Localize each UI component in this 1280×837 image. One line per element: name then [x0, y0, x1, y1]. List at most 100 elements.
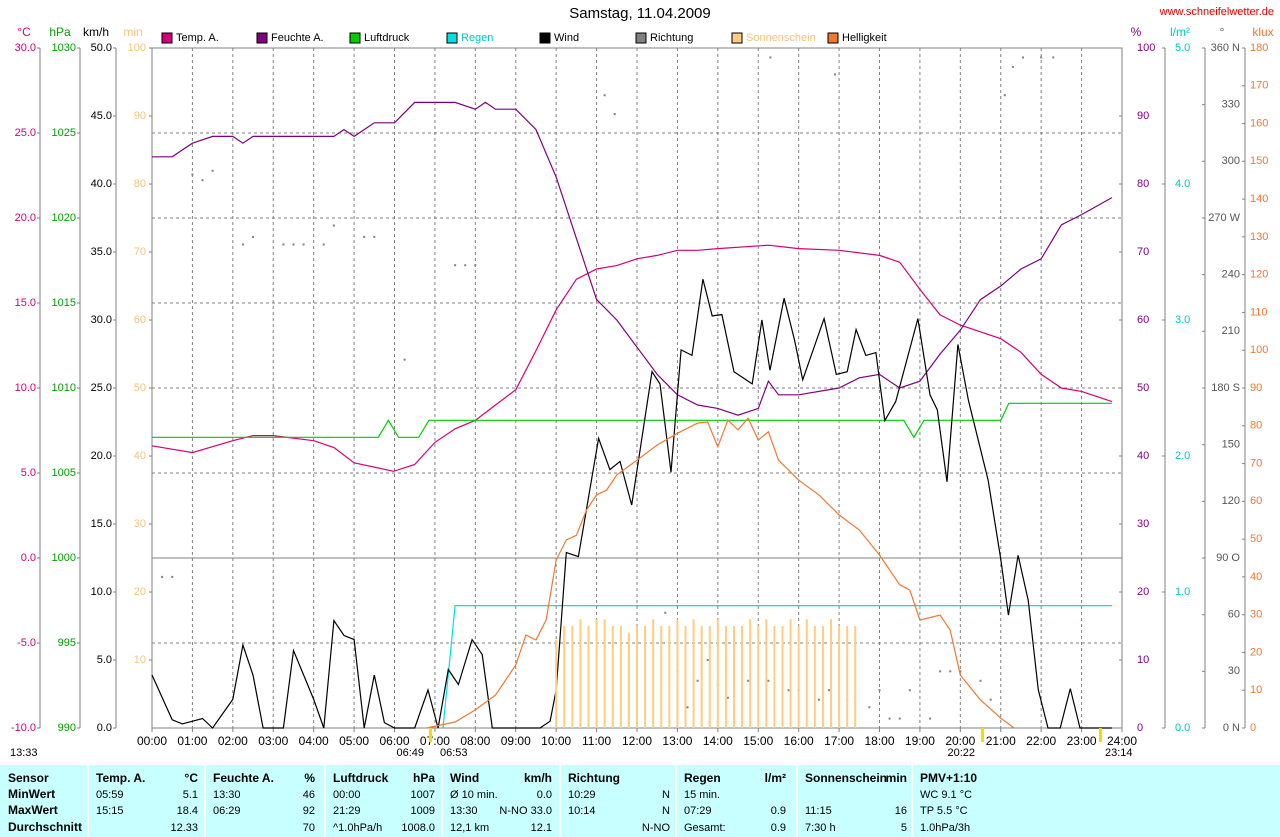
y-tick-label: 15.0: [91, 518, 112, 530]
y-tick-label: 70: [1137, 246, 1149, 258]
y-tick-label: 995: [58, 637, 76, 649]
y-tick-label: 100: [1250, 344, 1268, 356]
y-tick-label: 90: [1250, 382, 1262, 394]
y-tick-label: -5.0: [17, 637, 36, 649]
source-link[interactable]: www.schneifelwetter.de: [1159, 6, 1274, 18]
y-tick-label: 1015: [52, 297, 76, 309]
direction-dot: [1003, 94, 1006, 97]
cell: 0.9: [771, 822, 786, 834]
y-tick-label: 20: [1250, 646, 1262, 658]
x-tick-label: 07:00: [420, 734, 450, 748]
sunshine-bar: [611, 626, 614, 728]
sunshine-bar: [644, 626, 647, 728]
cell: N: [662, 789, 670, 801]
y-tick-label: 180 S: [1211, 382, 1240, 394]
y-tick-label: 80: [1137, 178, 1149, 190]
cell: WC 9.1 °C: [920, 789, 972, 801]
group-title: Luftdruck: [333, 771, 389, 785]
direction-dot: [302, 243, 305, 246]
x-tick-label: 17:00: [824, 734, 854, 748]
direction-dot: [241, 243, 244, 246]
axis-unit: min: [123, 25, 142, 39]
y-tick-label: 1.0: [1175, 586, 1190, 598]
sunshine-bar: [813, 626, 816, 728]
direction-dot: [191, 173, 194, 176]
x-tick-label: 13:00: [662, 734, 692, 748]
y-tick-label: -10.0: [11, 722, 36, 734]
y-tick-label: 40: [1250, 571, 1262, 583]
cell: 15:15: [96, 805, 124, 817]
cell: TP 5.5 °C: [920, 805, 968, 817]
sunshine-bar: [676, 619, 679, 728]
direction-dot: [322, 243, 325, 246]
x-tick-label: 05:00: [339, 734, 369, 748]
y-tick-label: 110: [1250, 306, 1268, 318]
cell: 1.0hPa/3h: [920, 822, 970, 834]
direction-dot: [454, 264, 457, 267]
cell: Ø 10 min.: [450, 789, 498, 801]
series-line: [426, 417, 1015, 729]
group-unit: hPa: [413, 771, 435, 785]
direction-dot: [979, 679, 982, 682]
row-label: MaxWert: [8, 803, 58, 817]
x-tick-label: 10:00: [541, 734, 571, 748]
sunshine-bar: [668, 626, 671, 728]
sunshine-bar: [724, 626, 727, 728]
y-tick-label: 150: [1222, 439, 1240, 451]
x-tick-label: 23:00: [1067, 734, 1097, 748]
direction-dot: [888, 717, 891, 720]
direction-dot: [373, 235, 376, 238]
y-tick-label: 0 N: [1223, 722, 1240, 734]
y-tick-label: 25.0: [15, 127, 36, 139]
y-tick-label: 5.0: [1175, 42, 1190, 54]
y-tick-label: 50: [1137, 382, 1149, 394]
x-tick-label: 02:00: [218, 734, 248, 748]
group-title: Wind: [450, 771, 479, 785]
y-tick-label: 50.0: [91, 42, 112, 54]
direction-dot: [929, 717, 932, 720]
sunshine-bar: [627, 632, 630, 728]
direction-dot: [696, 679, 699, 682]
y-tick-label: 70: [1250, 457, 1262, 469]
cell: N-NO: [642, 822, 671, 834]
x-tick-label: 12:00: [622, 734, 652, 748]
legend-swatch: [349, 32, 361, 44]
cell: 00:00: [333, 789, 361, 801]
x-tick-label: 06:00: [379, 734, 409, 748]
direction-dot: [403, 358, 406, 361]
y-tick-label: 90 O: [1216, 552, 1240, 564]
y-tick-label: 0: [1250, 722, 1256, 734]
sunshine-bar: [797, 626, 800, 728]
y-tick-label: 20: [134, 586, 146, 598]
cell: 13:30: [213, 789, 241, 801]
sunshine-bar: [636, 626, 638, 728]
series-line: [152, 101, 1113, 416]
cell: 70: [303, 822, 315, 834]
table-header: Sensor: [8, 771, 49, 785]
sun-time: 06:53: [440, 747, 468, 759]
sun-time: 06:49: [396, 747, 424, 759]
sunshine-bar: [660, 626, 663, 728]
cell: 12.33: [170, 822, 198, 834]
y-tick-label: 130: [1250, 231, 1268, 243]
group-title: Temp. A.: [96, 771, 145, 785]
cell: 5: [901, 822, 907, 834]
direction-dot: [989, 698, 992, 701]
y-tick-label: 180: [1250, 42, 1268, 54]
sun-marker: [981, 728, 984, 742]
direction-dot: [817, 698, 820, 701]
x-tick-label: 15:00: [743, 734, 773, 748]
sunshine-bar: [830, 619, 832, 728]
sunshine-bar: [765, 619, 768, 728]
sunshine-bar: [846, 626, 849, 728]
sunshine-bar: [579, 619, 582, 728]
cell: 10:14: [568, 805, 596, 817]
x-tick-label: 08:00: [460, 734, 490, 748]
y-tick-label: 1010: [52, 382, 76, 394]
direction-dot: [1021, 56, 1024, 59]
group-unit: min: [886, 771, 907, 785]
legend-swatch: [827, 32, 839, 44]
cell: 92: [303, 805, 315, 817]
direction-dot: [787, 689, 790, 692]
